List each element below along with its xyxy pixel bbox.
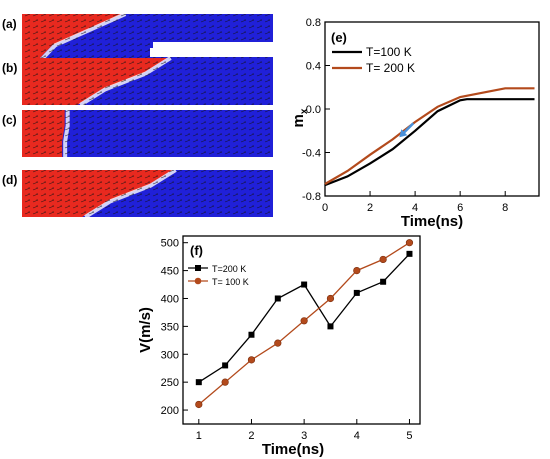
data-point-circle: [221, 378, 229, 386]
data-point-circle: [300, 317, 308, 325]
panel-label: (c): [2, 113, 17, 127]
legend-marker: [194, 277, 202, 285]
y-tick-label: -0.4: [302, 148, 321, 160]
chart-e-legend: T=100 K T= 200 K: [332, 45, 415, 75]
y-tick-label: -0.8: [302, 191, 321, 203]
data-point-square: [301, 281, 308, 288]
legend-marker: [195, 265, 201, 271]
data-point-square: [222, 362, 229, 369]
x-tick-label: 2: [248, 430, 254, 442]
x-tick-label: 2: [367, 202, 373, 214]
series-line-1: [324, 87, 535, 185]
x-tick-label: 4: [354, 430, 360, 442]
chart-e-magnetization: 0 2 4 6 8 -0.8 -0.4 0.0 0.4 0.8 T=100 K T= 200 K (…: [290, 17, 540, 230]
panel-notch: [150, 48, 273, 57]
y-tick-label: 400: [161, 293, 179, 305]
panel-d: (d): [2, 160, 273, 219]
data-point-circle: [326, 294, 335, 303]
panel-spin-arrows: [22, 58, 273, 105]
x-tick-label: 6: [457, 202, 463, 214]
y-tick-label: 0.4: [306, 61, 321, 73]
chart-e-y-axis-label: mx: [290, 108, 310, 127]
x-tick-label: 0: [322, 202, 328, 214]
panel-spin-arrows: [22, 110, 273, 157]
x-tick-label: 8: [502, 202, 508, 214]
data-point-square: [406, 250, 413, 257]
panel-b: (b): [2, 48, 273, 107]
data-point-square: [248, 331, 255, 338]
chart-f-panel-label: (f): [190, 243, 203, 258]
legend-label: T=200 K: [212, 264, 246, 274]
data-point-square: [274, 295, 281, 302]
x-tick-label: 4: [412, 202, 418, 214]
legend-label: T= 200 K: [366, 61, 415, 75]
chart-f-y-axis-label: V(m/s): [137, 307, 154, 353]
data-point-circle: [405, 239, 414, 247]
data-point-square: [353, 289, 360, 296]
panel-spin-arrows: [22, 170, 273, 217]
panel-a: (a): [2, 12, 273, 63]
magnetization-panels: (a) (b) (c) (d): [2, 12, 273, 219]
panel-notch: [148, 160, 273, 169]
x-tick-label: 5: [406, 430, 412, 442]
x-tick-label: 1: [196, 430, 202, 442]
series-line-0: [324, 98, 535, 187]
panel-label: (b): [2, 61, 17, 75]
annotation-arrowhead: [399, 129, 408, 138]
legend-label: T= 100 K: [212, 277, 249, 287]
y-tick-label: 500: [161, 238, 179, 250]
data-point-circle: [353, 266, 361, 275]
data-point-circle: [247, 356, 256, 364]
data-point-square: [195, 379, 202, 386]
y-tick-label: 450: [161, 266, 179, 278]
y-tick-label: 0.0: [306, 104, 321, 116]
chart-e-y-axis-label-main: m: [290, 114, 307, 127]
chart-e-x-axis-label: Time(ns): [401, 213, 463, 230]
data-point-circle: [274, 339, 282, 347]
data-point-square: [380, 278, 387, 285]
x-tick-label: 3: [301, 430, 307, 442]
chart-f-velocity: 1 2 3 4 5 200 250 300 350 400 450 500 T=200 K T= 100…: [137, 235, 421, 458]
y-tick-label: 200: [161, 405, 179, 417]
data-point-square: [327, 323, 334, 330]
chart-f-frame: [182, 235, 421, 425]
data-point-circle: [195, 400, 203, 409]
y-tick-label: 0.8: [306, 17, 321, 29]
panel-notch: [153, 42, 273, 51]
y-tick-label: 250: [161, 377, 179, 389]
chart-e-panel-label: (e): [331, 30, 347, 45]
chart-f-x-axis-label: Time(ns): [262, 441, 324, 458]
panel-label: (d): [2, 173, 17, 187]
legend-label: T=100 K: [366, 45, 412, 59]
y-tick-label: 300: [161, 349, 179, 361]
chart-e-y-axis-label-sub: x: [299, 108, 310, 114]
panel-c: (c): [2, 110, 273, 157]
y-tick-label: 350: [161, 321, 179, 333]
data-point-circle: [379, 255, 387, 264]
chart-f-legend: T=200 K T= 100 K: [188, 264, 249, 287]
panel-label: (a): [2, 17, 17, 31]
